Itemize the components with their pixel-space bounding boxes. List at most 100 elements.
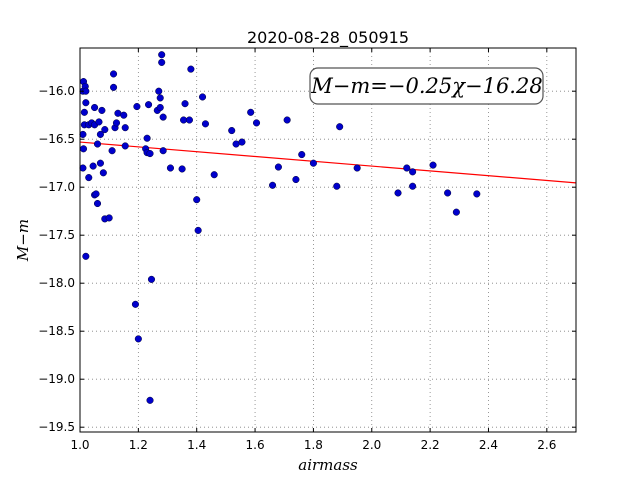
data-point xyxy=(145,101,153,109)
data-point xyxy=(108,147,116,155)
data-point xyxy=(120,111,128,119)
data-point xyxy=(156,94,164,102)
x-axis-label: airmass xyxy=(298,456,358,474)
data-point xyxy=(110,83,118,91)
data-point xyxy=(409,168,417,176)
data-point xyxy=(185,116,193,124)
x-tick-label: 2.6 xyxy=(537,438,556,452)
data-point xyxy=(429,161,437,169)
data-point xyxy=(274,163,282,171)
data-point xyxy=(193,196,201,204)
data-point xyxy=(96,130,104,138)
data-point xyxy=(194,226,202,234)
data-point xyxy=(133,103,141,111)
y-tick-label: −17.5 xyxy=(38,228,75,242)
data-point xyxy=(238,138,246,146)
data-point xyxy=(292,175,300,184)
data-point xyxy=(146,150,154,158)
data-point xyxy=(409,182,417,190)
y-tick-label: −17.0 xyxy=(38,180,75,194)
data-point xyxy=(80,108,88,116)
chart-title: 2020-08-28_050915 xyxy=(247,28,409,48)
data-point xyxy=(187,65,195,73)
data-point xyxy=(91,103,99,112)
data-points xyxy=(79,51,481,404)
y-tick-label: −19.0 xyxy=(38,372,75,386)
data-point xyxy=(269,181,277,189)
x-tick-label: 1.4 xyxy=(187,438,206,452)
axis-ticks: 1.0 1.2 1.4 1.6 1.8 2.0 2.2 2.4 2.6 −16.0 −16.5 −17… xyxy=(38,48,576,452)
y-tick-label: −18.0 xyxy=(38,276,75,290)
data-point xyxy=(452,208,460,216)
data-point xyxy=(146,396,154,404)
data-point xyxy=(85,174,93,182)
data-point xyxy=(147,275,156,283)
y-tick-label: −16.5 xyxy=(38,132,75,146)
data-point xyxy=(143,134,151,142)
data-point xyxy=(444,189,452,197)
data-point xyxy=(159,147,167,155)
data-point xyxy=(247,108,255,116)
data-point xyxy=(105,214,113,222)
data-point xyxy=(298,151,306,159)
data-point xyxy=(121,142,129,150)
data-point xyxy=(82,252,90,260)
data-point xyxy=(210,171,218,179)
data-point xyxy=(131,300,139,308)
data-point xyxy=(112,119,121,127)
data-point xyxy=(333,182,341,190)
data-point xyxy=(403,164,411,172)
data-point xyxy=(98,106,106,114)
data-point xyxy=(156,103,164,112)
data-point xyxy=(178,165,186,173)
data-point xyxy=(89,162,97,170)
x-tick-label: 2.2 xyxy=(421,438,440,452)
annotation-box xyxy=(309,67,544,105)
data-point xyxy=(82,99,90,107)
y-tick-label: −16.0 xyxy=(38,84,75,98)
data-point xyxy=(158,51,166,59)
data-point xyxy=(159,113,167,121)
data-point xyxy=(99,169,107,177)
data-point xyxy=(79,145,88,153)
data-point xyxy=(198,93,207,101)
data-point xyxy=(155,87,163,95)
x-tick-label: 1.8 xyxy=(304,438,323,452)
data-point xyxy=(473,190,481,198)
data-point xyxy=(336,123,344,131)
data-point xyxy=(134,335,142,343)
data-point xyxy=(228,127,236,135)
data-point xyxy=(110,70,118,78)
data-point xyxy=(309,159,317,167)
y-tick-label: −18.5 xyxy=(38,324,75,338)
data-point xyxy=(158,58,166,66)
data-point xyxy=(95,118,103,126)
data-point xyxy=(201,120,210,128)
fit-annotation: M−m=−0.25χ−16.28 xyxy=(309,67,544,105)
x-tick-label: 2.0 xyxy=(362,438,381,452)
data-point xyxy=(79,164,87,172)
data-point xyxy=(93,199,102,208)
x-tick-label: 1.6 xyxy=(246,438,265,452)
data-point xyxy=(96,159,104,167)
data-point xyxy=(394,189,402,197)
x-tick-label: 1.0 xyxy=(70,438,89,452)
data-point xyxy=(79,130,87,138)
data-point xyxy=(252,119,261,127)
y-tick-label: −19.5 xyxy=(38,420,75,434)
x-tick-label: 2.4 xyxy=(479,438,498,452)
data-point xyxy=(121,124,129,132)
data-point xyxy=(353,164,361,172)
data-point xyxy=(92,190,100,198)
data-point xyxy=(93,140,102,148)
data-point xyxy=(181,100,189,108)
data-point xyxy=(166,164,174,172)
x-tick-label: 1.2 xyxy=(129,438,148,452)
data-point xyxy=(283,116,291,124)
plot-frame xyxy=(79,47,577,433)
fit-equation-label: M−m=−0.25χ−16.28 xyxy=(310,74,542,98)
y-axis-label: M−m xyxy=(14,219,32,262)
data-point xyxy=(101,126,109,134)
